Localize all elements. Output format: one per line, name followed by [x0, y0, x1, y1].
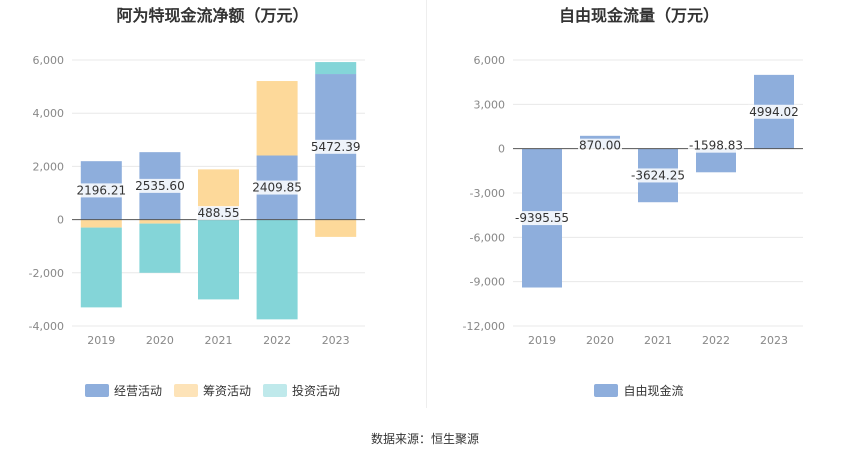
data-label-bg [748, 104, 800, 119]
bar-investing [256, 219, 298, 320]
legend-item-fcf[interactable]: 自由现金流 [594, 382, 684, 399]
chart-title: 自由现金流量（万元） [558, 6, 719, 25]
legend-label: 自由现金流 [623, 384, 684, 398]
data-label: 870.00 [579, 139, 621, 153]
data-label-bg [309, 139, 362, 154]
y-tick-label: -3,000 [470, 187, 505, 200]
data-label-bg [251, 180, 303, 195]
y-tick-label: -2,000 [29, 267, 64, 280]
data-label: 2535.60 [135, 179, 185, 193]
bar-financing [198, 169, 239, 207]
x-tick-label: 2023 [760, 334, 788, 347]
x-tick-label: 2019 [528, 334, 556, 347]
legend-swatch [173, 384, 198, 397]
bar-investing [139, 223, 181, 273]
legend: 自由现金流 [428, 382, 850, 399]
legend-item-operating[interactable]: 经营活动 [84, 382, 162, 399]
data-label-bg [196, 206, 241, 221]
free-cash-flow-panel: 自由现金流量（万元） 6,000 3,000 0 -3,000 -6,000 -9,000… [428, 0, 850, 415]
y-tick-label: -12,000 [463, 320, 505, 333]
legend-swatch [263, 384, 287, 397]
y-tick-label: 2,000 [33, 160, 65, 173]
data-label-bg [134, 178, 186, 193]
data-label: -1598.83 [689, 139, 743, 153]
legend: 经营活动 筹资活动 投资活动 [0, 382, 425, 399]
bar-investing [198, 219, 239, 300]
y-tick-label: 6,000 [474, 54, 506, 67]
x-tick-label: 2023 [322, 334, 350, 347]
bar-financing [256, 81, 298, 156]
y-tick-label: -9,000 [470, 276, 505, 289]
bar-investing [315, 62, 357, 75]
data-label-bg [514, 211, 570, 226]
panel-divider [426, 0, 427, 408]
cash-flow-net-panel: 阿为特现金流净额（万元） 6,000 4,000 2,000 0 -2,000 -4,00… [0, 0, 425, 415]
y-tick-label: 0 [498, 143, 505, 156]
x-tick-label: 2021 [205, 334, 233, 347]
y-tick-label: 6,000 [33, 54, 65, 67]
x-tick-label: 2020 [586, 334, 614, 347]
bar-financing [315, 219, 357, 237]
x-tick-label: 2021 [644, 334, 672, 347]
data-label-bg [75, 183, 128, 198]
legend-swatch [84, 384, 109, 397]
x-tick-label: 2022 [702, 334, 730, 347]
bar-fcf [696, 148, 736, 173]
legend-item-investing[interactable]: 投资活动 [263, 382, 340, 399]
y-tick-label: 0 [57, 214, 64, 227]
legend-label: 经营活动 [113, 384, 162, 398]
x-tick-label: 2020 [146, 334, 174, 347]
cash-flow-net-chart: 6,000 4,000 2,000 0 -2,000 -4,000 2019 2020 2021… [29, 54, 365, 347]
y-tick-label: 3,000 [474, 98, 506, 111]
data-label: 5472.39 [311, 140, 361, 154]
x-tick-label: 2022 [263, 334, 291, 347]
data-label: -3624.25 [631, 168, 685, 182]
data-label: 2409.85 [252, 181, 302, 195]
x-tick-label: 2019 [87, 334, 115, 347]
y-tick-label: 4,000 [33, 107, 65, 120]
bar-financing [80, 219, 122, 228]
data-label-bg [630, 168, 686, 183]
data-label: 488.55 [198, 206, 240, 220]
bar-investing [80, 227, 122, 308]
y-tick-label: -4,000 [29, 320, 64, 333]
legend-label: 筹资活动 [202, 384, 251, 398]
data-label: 4994.02 [749, 105, 799, 119]
chart-title: 阿为特现金流净额（万元） [116, 6, 309, 25]
data-label: -9395.55 [515, 211, 569, 225]
data-label-bg [578, 138, 622, 153]
data-label: 2196.21 [76, 183, 126, 197]
data-label-bg [688, 138, 744, 153]
legend-item-financing[interactable]: 筹资活动 [173, 382, 251, 399]
legend-swatch [594, 384, 619, 397]
legend-label: 投资活动 [292, 384, 341, 398]
y-tick-label: -6,000 [470, 231, 505, 244]
free-cash-flow-chart: 6,000 3,000 0 -3,000 -6,000 -9,000 -12,000 2019… [463, 54, 803, 347]
bar-financing [139, 219, 181, 224]
source-note: 数据来源：恒生聚源 [370, 432, 479, 446]
